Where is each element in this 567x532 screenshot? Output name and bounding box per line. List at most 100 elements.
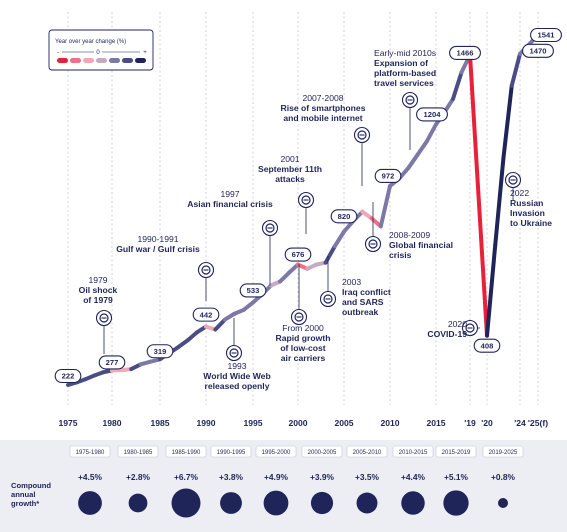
data-label-pill (473, 338, 501, 353)
cagr-value: +0.8% (491, 472, 516, 482)
data-label-pill (284, 247, 312, 262)
cagr-period-label: 2019-2025 (489, 450, 518, 456)
data-label-pill (374, 168, 402, 184)
cagr-value: +3.5% (355, 472, 380, 482)
data-label-pill (522, 43, 554, 58)
annotation-text: Global financial (389, 240, 453, 250)
icon-glyph (265, 223, 275, 233)
cagr-period: 1995-2000 +4.9% (255, 445, 297, 516)
annotation-year: 1997 (220, 189, 239, 199)
annotation-year: 1990-1991 (137, 234, 178, 244)
data-label-value: 1204 (424, 110, 442, 119)
data-label: 820 (330, 209, 358, 224)
cagr-period-pill (210, 445, 252, 458)
cagr-period: 2015-2019 +5.1% (435, 445, 477, 516)
cagr-period-pill (482, 445, 524, 458)
line-segment (323, 244, 337, 265)
data-labels: 222 277 319 442 533 676 820 972 1204 1466 408 1470 1… (54, 27, 562, 384)
annotation-year: 2003 (342, 277, 361, 287)
icon-glyph (294, 312, 304, 322)
legend-box: Year over year change (%) - 0 + (48, 29, 154, 71)
cagr-value: +3.9% (310, 472, 335, 482)
cagr-period: 2005-2010 +3.5% (346, 445, 388, 514)
cagr-value: +4.9% (264, 472, 289, 482)
cagr-period-pill (165, 445, 207, 458)
annotation-text: attacks (275, 174, 305, 184)
cagr-period-label: 1990-1995 (217, 450, 246, 456)
cagr-period-pill (69, 445, 111, 458)
line-segment (509, 51, 522, 88)
line-segment (406, 152, 420, 170)
annotation-year: 1993 (227, 361, 246, 371)
annotation-text: to Ukraine (510, 218, 552, 228)
data-label: 533 (239, 283, 267, 298)
legend-swatch (109, 58, 120, 63)
annotation-text: Asian financial crisis (187, 199, 273, 209)
legend-frame (48, 29, 154, 71)
x-tick-label: 2000 (288, 418, 307, 428)
data-label-pill (530, 27, 562, 43)
cagr-value: +4.5% (78, 472, 103, 482)
cagr-period-label: 1985-1990 (172, 450, 201, 456)
x-axis: 1975 1980 1985 1990 1995 2000 2005 2010 2015 '19 '… (58, 418, 548, 428)
line-segment (485, 242, 498, 338)
annotation-year: 1979 (88, 275, 107, 285)
annotation-text: of 1979 (83, 295, 113, 305)
data-label: 319 (146, 344, 174, 359)
cagr-value: +6.7% (174, 472, 199, 482)
cagr-period-label: 2005-2010 (353, 450, 382, 456)
cagr-period-label: 1995-2000 (262, 450, 291, 456)
data-label: 1466 (449, 45, 481, 60)
cagr-bubble (128, 493, 148, 513)
x-tick-label: 1975 (58, 418, 77, 428)
data-label-pill (192, 307, 220, 322)
icon-glyph (405, 95, 415, 105)
cagr-value: +4.4% (401, 472, 426, 482)
legend-swatch (70, 58, 81, 63)
x-tick-label: 2010 (380, 418, 399, 428)
series-line (66, 33, 540, 387)
cagr-value: +5.1% (444, 472, 469, 482)
icon-glyph (465, 323, 475, 333)
annotation-text: and mobile internet (283, 113, 362, 123)
x-tick-label: '20 (481, 418, 493, 428)
cagr-bubble (401, 491, 425, 515)
data-label-value: 1470 (530, 47, 547, 56)
legend-plus: + (143, 50, 147, 56)
annotation-text: Invasion (510, 208, 545, 218)
annotation-year: 2001 (280, 154, 299, 164)
cagr-period: 2000-2005 +3.9% (301, 445, 343, 515)
annotation-text: Gulf war / Gulf crisis (116, 244, 200, 254)
legend-swatch (57, 58, 68, 63)
data-label-value: 408 (481, 341, 494, 350)
x-tick-label: 1995 (243, 418, 262, 428)
data-label: 408 (473, 338, 501, 353)
x-tick-label: '24 (514, 418, 526, 428)
line-segment (415, 139, 429, 157)
annotation-text: COVID-19 (427, 329, 467, 339)
cagr-period-label: 2000-2005 (308, 450, 337, 456)
cagr-period: 1990-1995 +3.8% (210, 445, 252, 514)
annotation-text: of low-cost (280, 343, 325, 353)
data-label-value: 972 (382, 172, 395, 181)
annotation-text: Expansion of (374, 58, 428, 68)
data-label: 1541 (530, 27, 562, 43)
data-label-value: 277 (106, 358, 119, 367)
x-tick-label: 1985 (150, 418, 169, 428)
annotation-year: 2008-2009 (389, 230, 430, 240)
cagr-bubble (443, 490, 469, 516)
x-tick-label: 1990 (196, 418, 215, 428)
x-tick-label: '19 (464, 418, 476, 428)
data-label-value: 533 (247, 286, 260, 295)
cagr-period-pill (117, 445, 159, 458)
legend: Year over year change (%) - 0 + (48, 29, 154, 71)
